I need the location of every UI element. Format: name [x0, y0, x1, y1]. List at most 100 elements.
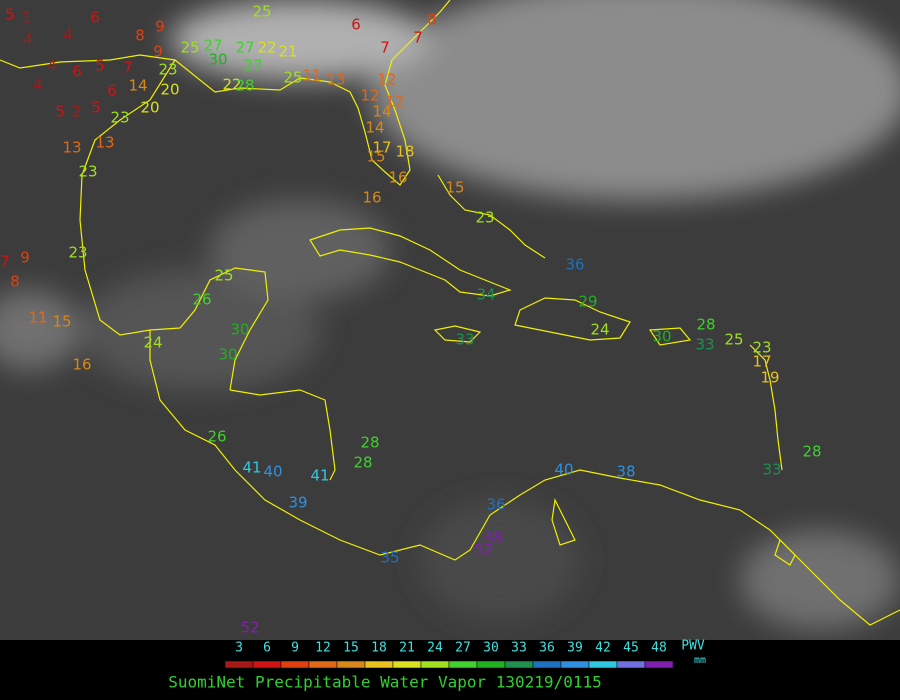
- station-value: 19: [760, 369, 779, 387]
- station-value: 26: [207, 428, 226, 446]
- legend-tick-label: 3: [235, 641, 243, 656]
- station-value: 39: [288, 494, 307, 512]
- legend-swatch: [588, 660, 618, 669]
- station-value: 8: [10, 273, 20, 291]
- station-value: 23: [475, 209, 494, 227]
- station-value: 5: [55, 103, 65, 121]
- legend-label: PWV: [681, 639, 705, 654]
- station-value: 23: [68, 244, 87, 262]
- station-value: 8: [427, 11, 437, 29]
- station-value: 5: [91, 99, 101, 117]
- station-value: 52: [240, 619, 259, 637]
- station-value: 26: [192, 291, 211, 309]
- legend-tick-label: 21: [399, 641, 415, 656]
- legend-unit: mm: [694, 655, 706, 666]
- legend-tick-label: 42: [595, 641, 611, 656]
- station-value: 27: [203, 37, 222, 55]
- station-value: 23: [78, 163, 97, 181]
- station-value: 25: [724, 331, 743, 349]
- station-value: 24: [143, 334, 162, 352]
- station-value: 36: [486, 496, 505, 514]
- station-value: 11: [28, 309, 47, 327]
- station-value: 36: [565, 256, 584, 274]
- station-value: 15: [445, 179, 464, 197]
- station-value: 20: [140, 99, 159, 117]
- station-value: 9: [20, 249, 30, 267]
- station-value: 52: [474, 541, 493, 559]
- station-value: 24: [590, 321, 609, 339]
- station-value: 17: [372, 139, 391, 157]
- station-value: 12: [360, 87, 379, 105]
- station-value: 30: [208, 51, 227, 69]
- station-value: 12: [377, 71, 396, 89]
- station-value: 14: [372, 103, 391, 121]
- station-value: 33: [695, 336, 714, 354]
- legend-swatch: [448, 660, 478, 669]
- station-value: 14: [365, 119, 384, 137]
- station-value: 28: [235, 77, 254, 95]
- station-value: 41: [242, 459, 261, 477]
- station-value: 4: [33, 76, 43, 94]
- station-value: 6: [90, 9, 100, 27]
- station-value: 15: [52, 313, 71, 331]
- legend-swatch: [364, 660, 394, 669]
- station-value: 9: [153, 43, 163, 61]
- station-value: 23: [752, 339, 771, 357]
- station-value: 16: [362, 189, 381, 207]
- station-value: 28: [802, 443, 821, 461]
- legend-swatch: [560, 660, 590, 669]
- legend-tick-label: 27: [455, 641, 471, 656]
- station-value: 4: [63, 26, 73, 44]
- station-value: 12: [385, 93, 404, 111]
- station-value: 33: [762, 461, 781, 479]
- legend-tick-label: 30: [483, 641, 499, 656]
- station-value: 7: [0, 253, 10, 271]
- station-value: 28: [353, 454, 372, 472]
- station-value: 21: [278, 43, 297, 61]
- station-value: 15: [366, 148, 385, 166]
- station-value: 7: [413, 29, 423, 47]
- legend-swatch: [504, 660, 534, 669]
- station-value: 6: [72, 63, 82, 81]
- legend-swatch: [420, 660, 450, 669]
- station-value: 13: [95, 134, 114, 152]
- station-value: 7: [123, 59, 133, 77]
- legend-swatch: [252, 660, 282, 669]
- legend-swatch: [224, 660, 254, 669]
- legend-swatch: [644, 660, 674, 669]
- station-value: 2: [71, 103, 81, 121]
- legend-tick-label: 48: [651, 641, 667, 656]
- station-value: 40: [263, 463, 282, 481]
- station-value: 6: [351, 16, 361, 34]
- coastlines: [0, 0, 900, 626]
- station-value: 33: [455, 331, 474, 349]
- station-value: 13: [62, 139, 81, 157]
- station-value: 1: [22, 9, 32, 27]
- station-value: 35: [380, 549, 399, 567]
- station-value: 41: [310, 467, 329, 485]
- legend-tick-label: 39: [567, 641, 583, 656]
- legend-swatch: [392, 660, 422, 669]
- legend-swatch: [616, 660, 646, 669]
- station-value: 16: [388, 169, 407, 187]
- station-value: 9: [155, 18, 165, 36]
- station-value: 25: [252, 3, 271, 21]
- station-value: 6: [107, 82, 117, 100]
- station-value: 8: [135, 27, 145, 45]
- station-value: 13: [326, 71, 345, 89]
- station-value: 28: [360, 434, 379, 452]
- station-value: 20: [160, 81, 179, 99]
- station-value: 11: [302, 67, 321, 85]
- clouds: [0, 0, 900, 630]
- legend-tick-label: 12: [315, 641, 331, 656]
- legend-tick-label: 36: [539, 641, 555, 656]
- legend-tick-label: 33: [511, 641, 527, 656]
- legend-panel: [0, 640, 900, 700]
- station-value: 34: [476, 286, 495, 304]
- station-value: 22: [222, 76, 241, 94]
- station-value: 18: [395, 143, 414, 161]
- station-value: 22: [257, 39, 276, 57]
- map-title: SuomiNet Precipitable Water Vapor 130219…: [168, 673, 601, 692]
- legend-tick-label: 9: [291, 641, 299, 656]
- station-value: 17: [752, 353, 771, 371]
